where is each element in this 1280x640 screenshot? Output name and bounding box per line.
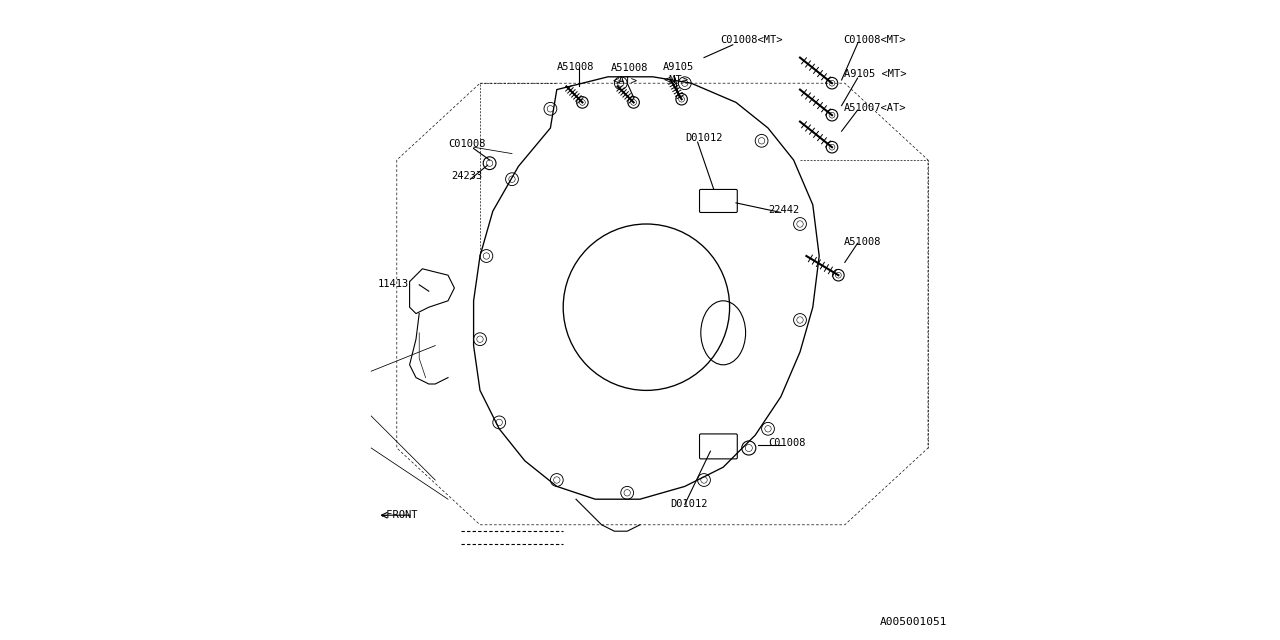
- Text: C01008<MT>: C01008<MT>: [719, 35, 782, 45]
- Text: <AT>: <AT>: [613, 76, 637, 86]
- Text: <MT>: <MT>: [664, 75, 689, 85]
- Text: A51007<AT>: A51007<AT>: [844, 102, 906, 113]
- Text: C01008<MT>: C01008<MT>: [844, 35, 906, 45]
- Text: A51008: A51008: [612, 63, 649, 74]
- Text: C01008: C01008: [448, 139, 485, 149]
- Text: A51008: A51008: [844, 237, 881, 247]
- Text: A51008: A51008: [557, 62, 594, 72]
- Text: 11413: 11413: [378, 278, 408, 289]
- Text: ←FRONT: ←FRONT: [381, 510, 419, 520]
- Text: 24233: 24233: [452, 171, 483, 181]
- Text: C01008: C01008: [768, 438, 805, 448]
- Text: A005001051: A005001051: [879, 617, 947, 627]
- Text: D01012: D01012: [685, 132, 722, 143]
- Text: A9105 <MT>: A9105 <MT>: [844, 68, 906, 79]
- Text: A9105: A9105: [663, 62, 694, 72]
- Text: D01012: D01012: [671, 499, 708, 509]
- Text: 22442: 22442: [768, 205, 799, 215]
